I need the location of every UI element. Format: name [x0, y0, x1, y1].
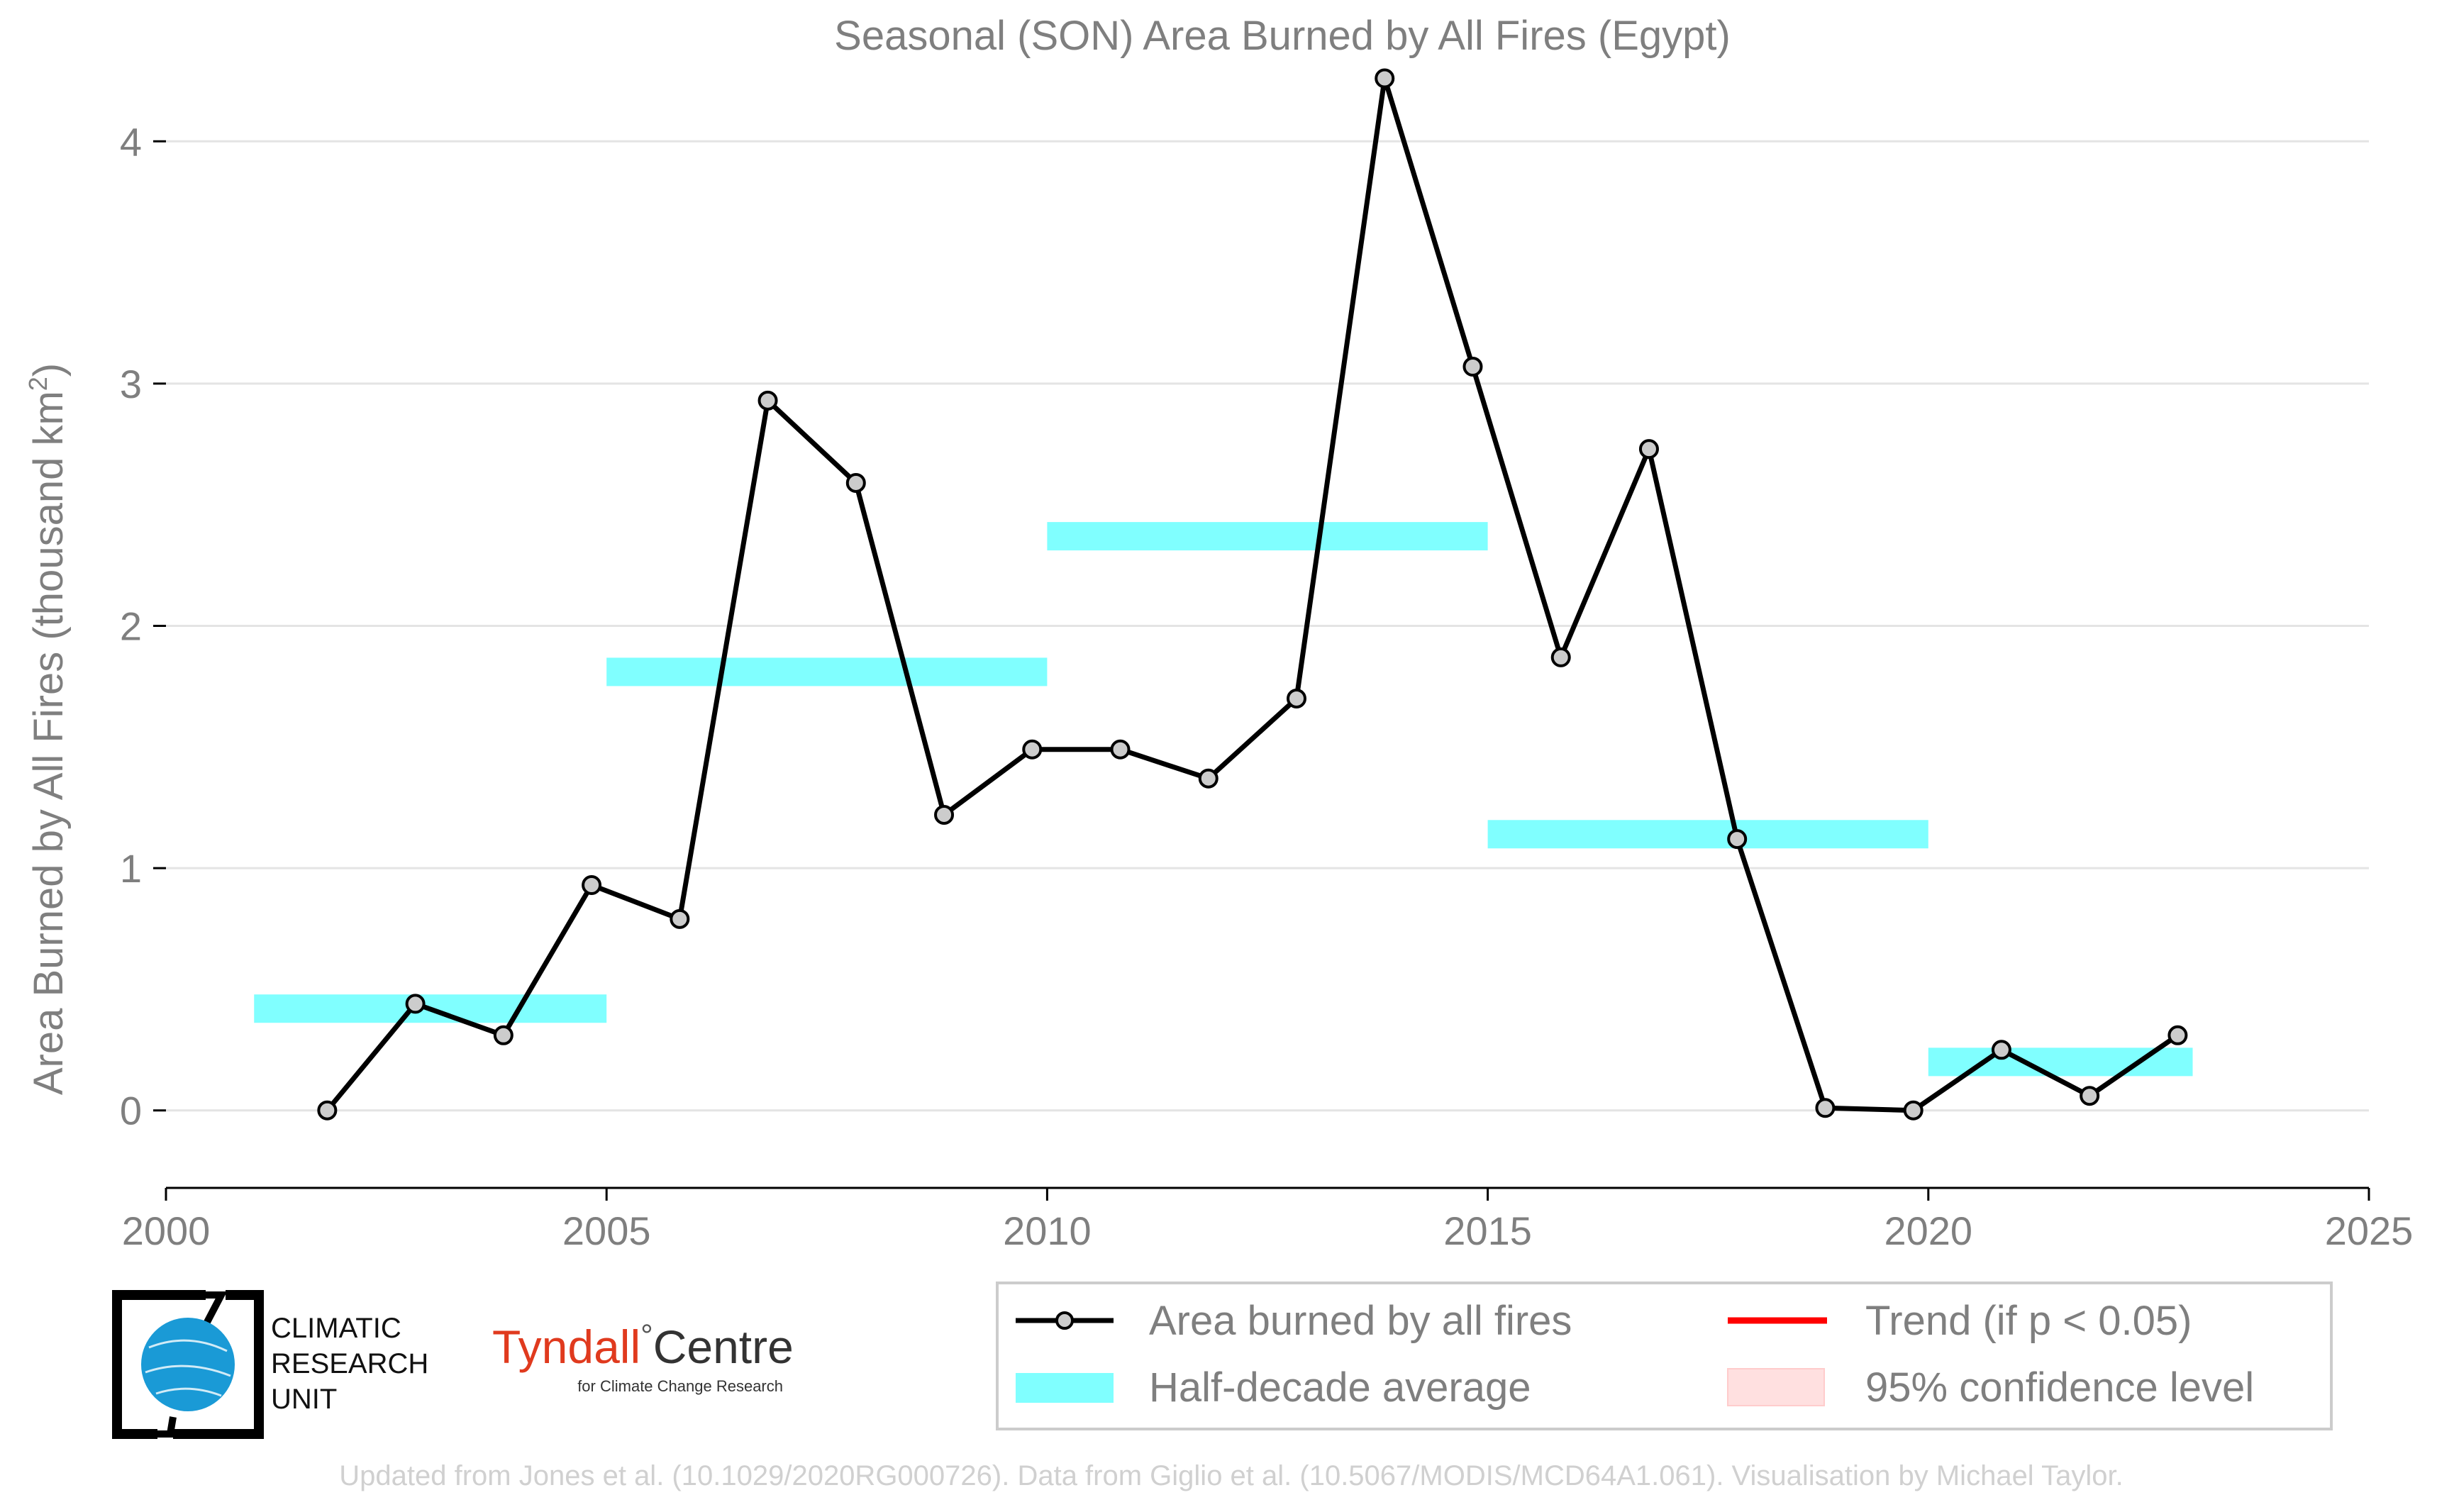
data-point-13: [1462, 356, 1483, 377]
data-point-6: [845, 472, 866, 493]
credit-text: Updated from Jones et al. (10.1029/2020R…: [339, 1460, 2123, 1491]
y-tick-label-4: 4: [120, 119, 142, 164]
data-point-9: [1110, 739, 1131, 760]
data-point-10: [1198, 768, 1218, 789]
data-point-8: [1022, 739, 1043, 760]
legend-label-trend: Trend (if p < 0.05): [1865, 1298, 2192, 1344]
data-point-1: [405, 994, 426, 1014]
cru-logo: CLIMATIC RESEARCH UNIT: [112, 1290, 428, 1439]
data-point-7: [934, 804, 955, 825]
series-line: [325, 75, 2180, 1113]
y-tick-label-2: 2: [120, 604, 142, 649]
y-tick-label-0: 0: [120, 1089, 142, 1133]
cru-line-1: CLIMATIC: [271, 1313, 401, 1344]
x-tick-label-4: 2020: [1884, 1208, 1973, 1253]
y-tick-label-1: 1: [120, 846, 142, 891]
globe-icon: [141, 1318, 235, 1411]
y-axis-label: Area Burned by All Fires (thousand km2): [23, 363, 72, 1095]
data-point-15: [1638, 439, 1659, 460]
data-point-21: [2167, 1025, 2188, 1045]
half-decade-bars: [254, 522, 2193, 1077]
data-point-11: [1286, 688, 1306, 708]
half-decade-bar-1: [606, 657, 1048, 686]
y-axis: 0 1 2 3 4: [120, 119, 166, 1133]
x-tick-label-1: 2005: [562, 1208, 651, 1253]
x-tick-label-2: 2010: [1003, 1208, 1092, 1253]
tyndall-subtitle: for Climate Change Research: [577, 1377, 783, 1395]
data-point-0: [317, 1100, 338, 1121]
tyndall-logo: Tyndall°Centre for Climate Change Resear…: [492, 1318, 794, 1395]
grid-lines: [166, 140, 2369, 1112]
y-axis-label-close: ): [26, 363, 72, 377]
x-axis: 2000 2005 2010 2015 2020 2025: [122, 1186, 2414, 1253]
cru-line-3: UNIT: [271, 1384, 337, 1415]
data-point-17: [1815, 1098, 1836, 1118]
data-point-2: [493, 1025, 514, 1045]
data-point-4: [670, 908, 690, 929]
data-point-12: [1375, 68, 1395, 89]
legend: Area burned by all fires Trend (if p < 0…: [996, 1282, 2333, 1430]
data-point-3: [582, 875, 602, 896]
data-points: [317, 68, 2188, 1121]
chart-title: Seasonal (SON) Area Burned by All Fires …: [834, 13, 1731, 59]
x-tick-label-3: 2015: [1443, 1208, 1532, 1253]
data-point-20: [2080, 1086, 2100, 1106]
data-point-16: [1727, 829, 1748, 850]
legend-label-ci: 95% confidence level: [1865, 1364, 2254, 1411]
series-line-group: [325, 75, 2180, 1113]
tyndall-wordmark: Tyndall°Centre: [492, 1318, 794, 1373]
data-point-14: [1550, 647, 1571, 667]
legend-label-half-decade: Half-decade average: [1149, 1364, 1531, 1411]
cru-line-2: RESEARCH: [271, 1348, 428, 1379]
tyndall-degree: °: [640, 1318, 653, 1353]
data-point-5: [757, 390, 778, 411]
tyndall-centre: Centre: [653, 1321, 794, 1373]
data-point-18: [1903, 1100, 1923, 1121]
y-axis-label-superscript: 2: [23, 377, 52, 391]
x-tick-label-5: 2025: [2325, 1208, 2414, 1253]
legend-label-series: Area burned by all fires: [1149, 1298, 1572, 1344]
data-point-19: [1991, 1040, 2011, 1060]
y-tick-label-3: 3: [120, 362, 142, 406]
legend-band-swatch: [1016, 1373, 1114, 1403]
legend-box: [996, 1282, 2333, 1430]
y-axis-label-main: Area Burned by All Fires (thousand km: [26, 391, 72, 1095]
half-decade-bar-2: [1047, 522, 1488, 551]
x-tick-label-0: 2000: [122, 1208, 211, 1253]
legend-ci-swatch: [1727, 1368, 1825, 1406]
half-decade-bar-3: [1487, 820, 1928, 849]
tyndall-name: Tyndall: [492, 1321, 640, 1373]
legend-marker-swatch: [1055, 1311, 1074, 1330]
